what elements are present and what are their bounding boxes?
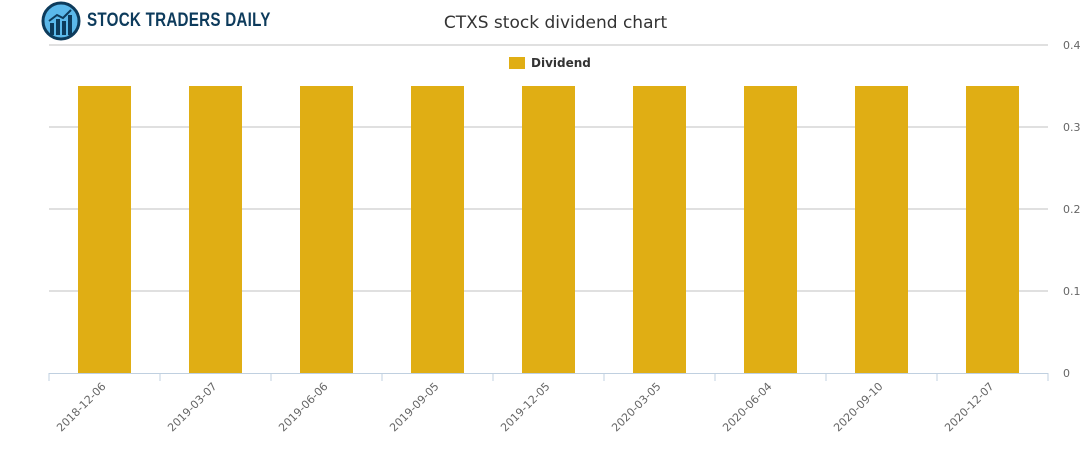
x-tick-label: 2019-03-07	[165, 380, 219, 434]
bar-2019-06-06[interactable]	[300, 86, 353, 373]
x-tick-label: 2018-12-06	[54, 380, 108, 434]
bar-2020-03-05[interactable]	[633, 86, 686, 373]
x-tick-label: 2019-12-05	[498, 380, 552, 434]
bar-2019-09-05[interactable]	[411, 86, 464, 373]
y-tick-label: 0.1	[1063, 285, 1081, 298]
y-tick-label: 0	[1063, 367, 1070, 380]
chart-title: CTXS stock dividend chart	[443, 13, 668, 33]
y-tick-label: 0.4	[1063, 39, 1081, 52]
x-tick-label: 2020-12-07	[942, 380, 996, 434]
logo-chart-icon	[41, 1, 81, 41]
y-tick-label: 0.2	[1063, 203, 1081, 216]
x-tick-label: 2019-09-05	[387, 380, 441, 434]
bar-2020-12-07[interactable]	[966, 86, 1019, 373]
legend-item-dividend[interactable]: Dividend	[509, 56, 591, 70]
legend-label: Dividend	[531, 56, 591, 70]
logo: STOCK TRADERS DAILY	[41, 1, 317, 41]
x-tick-label: 2020-03-05	[609, 380, 663, 434]
y-tick-label: 0.3	[1063, 121, 1081, 134]
brand-name: STOCK TRADERS DAILY	[87, 10, 271, 31]
legend-swatch	[509, 57, 525, 69]
bar-2020-06-04[interactable]	[744, 86, 797, 373]
bar-2020-09-10[interactable]	[855, 86, 908, 373]
x-tick-label: 2020-06-04	[720, 380, 774, 434]
x-tick-label: 2020-09-10	[831, 380, 885, 434]
x-tick-label: 2019-06-06	[276, 380, 330, 434]
bar-2019-12-05[interactable]	[522, 86, 575, 373]
bar-2018-12-06[interactable]	[78, 86, 131, 373]
bar-2019-03-07[interactable]	[189, 86, 242, 373]
